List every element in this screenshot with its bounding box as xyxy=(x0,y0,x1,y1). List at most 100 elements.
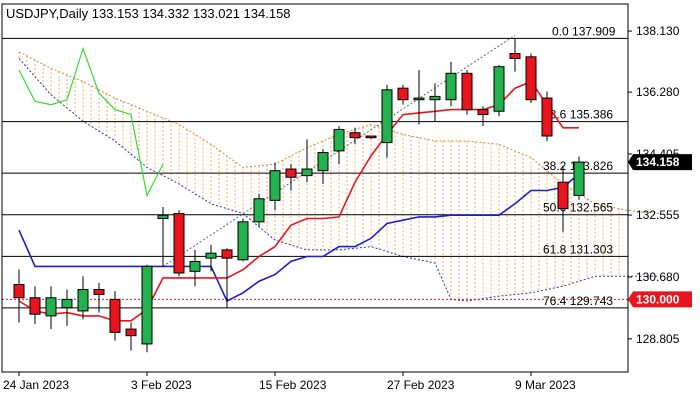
price-label-130-bg xyxy=(628,291,692,308)
candle xyxy=(109,291,121,341)
candle-body xyxy=(333,128,345,152)
candle-body xyxy=(173,213,185,274)
candle-body xyxy=(237,221,249,261)
x-tick-label: 9 Mar 2023 xyxy=(515,378,576,392)
candle-body xyxy=(301,168,313,177)
candle-body xyxy=(61,298,73,309)
candle-body xyxy=(557,181,569,210)
x-tick-label: 27 Feb 2023 xyxy=(387,378,455,392)
chart-title: USDJPY,Daily 133.153 134.332 133.021 134… xyxy=(6,6,291,21)
tenkan-line xyxy=(18,173,580,303)
candle xyxy=(173,210,185,277)
candle-body xyxy=(429,95,441,101)
fib-level-label: 50.0 132.565 xyxy=(543,201,613,215)
candle xyxy=(557,165,569,232)
candle-body xyxy=(477,109,489,116)
price-label-130: 130.000 xyxy=(628,291,692,308)
candles xyxy=(13,38,585,353)
candle-body xyxy=(445,72,457,101)
candle-body xyxy=(573,161,585,196)
candle xyxy=(61,289,73,326)
candle-body xyxy=(221,249,233,259)
candle xyxy=(429,83,441,122)
fib-level-label: 0.0 137.909 xyxy=(552,24,616,38)
axes: 138.130136.280134.405132.555130.680128.8… xyxy=(3,24,692,392)
cloud-upper-boundary xyxy=(18,51,660,215)
candle-body xyxy=(29,297,41,315)
candle xyxy=(413,70,425,125)
candle xyxy=(301,139,313,183)
candle-body xyxy=(269,170,281,201)
candle xyxy=(573,156,585,200)
candle-body xyxy=(157,214,169,220)
candle xyxy=(13,269,25,323)
current-price-label-bg xyxy=(628,154,692,171)
price-label-130-text: 130.000 xyxy=(636,292,680,306)
candle-body xyxy=(461,72,473,111)
candle xyxy=(445,61,457,107)
candle xyxy=(317,149,329,184)
candle xyxy=(157,206,169,267)
candle xyxy=(349,127,361,145)
candle-body xyxy=(125,328,137,337)
candle xyxy=(45,286,57,330)
fib-level-label: 23.6 135.386 xyxy=(543,108,613,122)
candle-body xyxy=(109,298,121,333)
candle xyxy=(221,248,233,308)
y-tick-label: 136.280 xyxy=(636,85,680,99)
cloud-lower-boundary xyxy=(18,58,659,302)
candle xyxy=(189,249,201,287)
fib-level-label: 61.8 131.303 xyxy=(543,242,613,256)
candle-body xyxy=(525,56,537,101)
candle-body xyxy=(541,97,553,137)
candle xyxy=(509,38,521,72)
candle xyxy=(125,322,137,351)
candle-body xyxy=(77,288,89,312)
candle xyxy=(237,218,249,262)
candle-body xyxy=(381,89,393,144)
candle xyxy=(253,193,265,227)
current-price-label-text: 134.158 xyxy=(636,155,680,169)
current-price-label: 134.158 xyxy=(628,154,692,171)
x-tick-label: 3 Feb 2023 xyxy=(131,378,192,392)
candle-body xyxy=(205,252,217,259)
candle xyxy=(397,84,409,105)
candle xyxy=(269,162,281,211)
candle xyxy=(477,106,489,127)
plot-border xyxy=(1,3,629,373)
y-tick-label: 128.805 xyxy=(636,332,680,346)
candle xyxy=(493,65,505,117)
ichimoku-cloud xyxy=(18,51,660,302)
candle-body xyxy=(317,152,329,172)
candle xyxy=(541,91,553,141)
candle xyxy=(285,164,297,191)
candle-body xyxy=(93,288,105,295)
chikou-line xyxy=(18,46,164,198)
y-tick-label: 138.130 xyxy=(636,24,680,38)
candle xyxy=(525,53,537,104)
candle xyxy=(141,264,153,353)
x-tick-label: 15 Feb 2023 xyxy=(259,378,327,392)
candle-body xyxy=(349,132,361,139)
candle-body xyxy=(397,87,409,101)
candle xyxy=(77,276,89,320)
y-tick-label: 132.555 xyxy=(636,208,680,222)
candle-body xyxy=(493,66,505,112)
y-tick-label: 130.680 xyxy=(636,270,680,284)
candle xyxy=(365,135,377,140)
candle-body xyxy=(365,135,377,139)
candle-body xyxy=(189,260,201,272)
candle-body xyxy=(253,198,265,223)
candle xyxy=(93,282,105,313)
candle-body xyxy=(285,168,297,178)
candle-body xyxy=(45,297,57,317)
candle xyxy=(461,70,473,115)
plot-frame xyxy=(1,3,629,373)
candle-body xyxy=(413,97,425,101)
fib-level-label: 76.4 129.743 xyxy=(543,294,613,308)
candle-body xyxy=(509,53,521,59)
candle xyxy=(333,126,345,165)
